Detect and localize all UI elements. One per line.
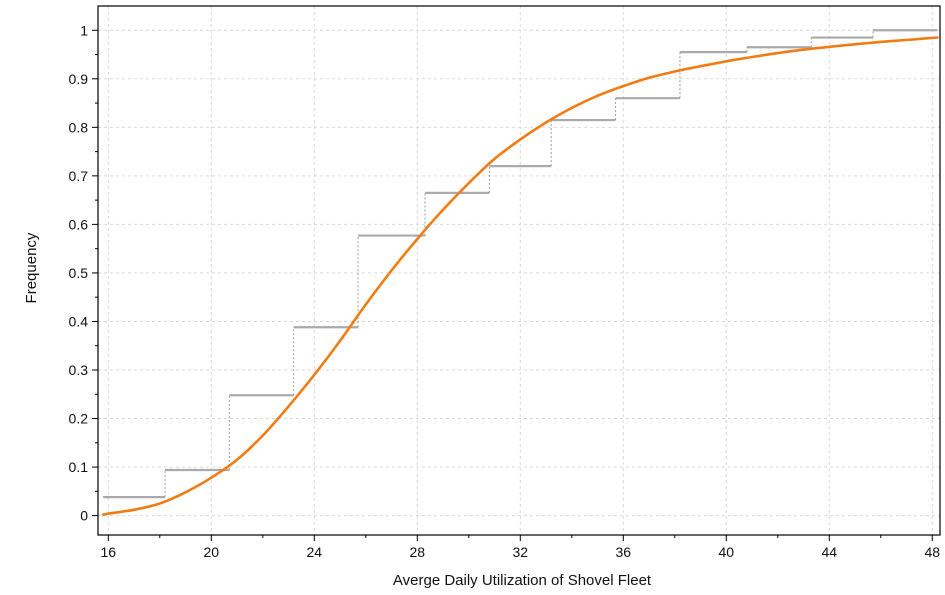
y-tick-label-8: 0.8 — [69, 119, 89, 135]
plot-frame — [97, 5, 941, 536]
empirical-step-series — [103, 29, 938, 499]
y-tick-label-3: 0.3 — [69, 362, 89, 378]
y-tick-label-2: 0.2 — [69, 411, 89, 427]
y-axis-ticks: 0 0.1 0.2 0.3 0.4 0.5 0.6 0.7 0.8 0.9 1 — [69, 22, 98, 524]
fitted-cdf-line — [101, 36, 939, 516]
y-tick-label-1: 0.1 — [69, 459, 89, 475]
gridlines — [98, 6, 940, 535]
y-axis-title: Frequency — [23, 232, 40, 303]
y-tick-label-9: 0.9 — [69, 71, 89, 87]
x-tick-label-0: 16 — [101, 544, 117, 560]
x-axis-ticks: 16 20 24 28 32 36 40 44 48 — [101, 535, 940, 560]
y-tick-label-4: 0.4 — [69, 313, 89, 329]
y-tick-label-7: 0.7 — [69, 168, 89, 184]
plot-border — [97, 5, 941, 536]
x-tick-label-4: 32 — [512, 544, 528, 560]
x-tick-label-8: 48 — [924, 544, 940, 560]
x-tick-label-3: 28 — [410, 544, 426, 560]
plot-background — [98, 6, 940, 535]
x-tick-label-2: 24 — [307, 544, 323, 560]
x-tick-label-6: 40 — [718, 544, 734, 560]
y-tick-label-0: 0 — [80, 508, 88, 524]
y-tick-label-10: 1 — [80, 22, 88, 38]
fitted-cdf-series — [101, 36, 939, 516]
y-tick-label-5: 0.5 — [69, 265, 89, 281]
x-axis-title: Averge Daily Utilization of Shovel Fleet — [393, 572, 652, 589]
plot-area — [98, 6, 940, 535]
x-tick-label-5: 36 — [615, 544, 631, 560]
x-tick-label-1: 20 — [204, 544, 220, 560]
x-tick-label-7: 44 — [821, 544, 837, 560]
y-tick-label-6: 0.6 — [69, 216, 89, 232]
